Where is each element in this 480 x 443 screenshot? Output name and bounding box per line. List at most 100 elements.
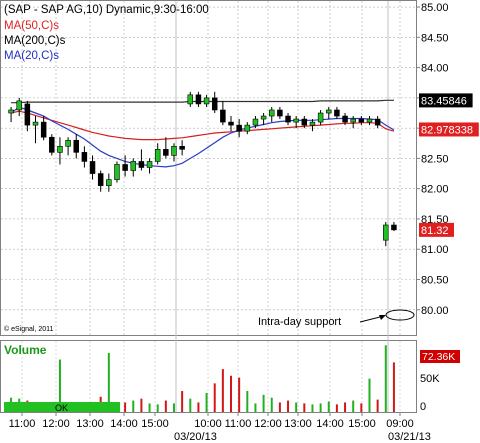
candle-body [89, 161, 96, 174]
candle-body [122, 164, 128, 171]
y-tick-label: 81.00 [421, 244, 449, 256]
date-label-1: 03/20/13 [174, 431, 217, 443]
candle-body [334, 109, 340, 117]
x-tick-label: 13:00 [284, 418, 312, 430]
candle-body [391, 224, 397, 231]
price-badge [419, 122, 479, 137]
candle-body [16, 100, 22, 111]
x-tick-label: 15:00 [348, 418, 376, 430]
candle-body [228, 121, 234, 126]
price-badge-label: 82.978338 [421, 124, 473, 136]
volume-bar [221, 369, 224, 412]
annotation-arrowhead [379, 315, 386, 320]
candle-body [24, 103, 31, 126]
candle-body [179, 146, 185, 150]
grid [1, 6, 416, 311]
volume-bar [352, 400, 355, 412]
volume-bar [270, 397, 273, 412]
candle-body [268, 109, 275, 117]
candle-body [97, 173, 104, 186]
candles [8, 91, 397, 247]
y-tick-label: 85.00 [421, 2, 449, 14]
moving-average-lines [10, 99, 395, 168]
watermark: © eSignal, 2011 [4, 325, 54, 333]
volume-bar [58, 359, 61, 412]
price-badges: 83.45846 82.978338 81.32 [419, 93, 479, 237]
candle-body [73, 139, 79, 153]
volume-bar [254, 403, 257, 412]
volume-bar [287, 400, 290, 412]
candle-body [114, 164, 120, 180]
price-badge [419, 93, 473, 108]
x-tick-label: 10:00 [194, 418, 222, 430]
ma-line-1 [10, 110, 395, 141]
x-tick-label: 14:00 [110, 418, 138, 430]
ok-bar [4, 402, 120, 412]
candle-body [8, 109, 14, 114]
candle-body [146, 161, 153, 168]
ma200-label: MA(200,C)s [4, 35, 66, 47]
candle-body [195, 94, 202, 105]
candle-body [326, 109, 332, 114]
price-badge-label: 83.45846 [421, 95, 467, 107]
candle-body [211, 97, 218, 111]
date-label-2: 03/21/13 [388, 431, 431, 443]
volume-label: Volume [4, 343, 47, 357]
volume-bar [230, 375, 233, 412]
volume-bar [189, 398, 192, 412]
candle-body [203, 97, 210, 105]
volume-bar [124, 402, 127, 412]
volume-bar [311, 404, 314, 412]
ma-line-0 [11, 99, 394, 104]
candle-body [366, 118, 373, 123]
candle-body [350, 118, 356, 123]
y-tick-label: 82.00 [421, 184, 449, 196]
price-badge-label: 81.32 [421, 225, 449, 237]
volume-bar [197, 402, 200, 412]
candle-body [342, 115, 348, 123]
y-tick-label: 84.50 [421, 32, 449, 44]
volume-bar [140, 398, 143, 412]
candle-body [277, 109, 283, 117]
candle-body [171, 146, 177, 156]
volume-tick-0: 0 [420, 401, 426, 413]
x-tick-label: 12:00 [42, 418, 70, 430]
y-tick-label: 80.00 [421, 305, 449, 317]
volume-tick-50k: 50K [420, 373, 440, 385]
candle-body [301, 118, 308, 126]
y-tick-label: 80.50 [421, 275, 449, 287]
y-tick-label: 82.50 [421, 153, 449, 165]
candle-body [309, 121, 316, 126]
volume-bar [262, 394, 265, 412]
candle-body [154, 149, 161, 162]
volume-bar [148, 403, 151, 412]
ok-label: OK [55, 403, 68, 413]
x-tick-label: 15:00 [141, 418, 169, 430]
volume-bar [164, 400, 167, 412]
x-tick-label: 09:00 [386, 418, 414, 430]
candle-body [252, 118, 259, 126]
volume-bar [132, 400, 135, 412]
ma20-label: MA(20,C)s [4, 50, 59, 62]
volume-bar [392, 362, 395, 412]
volume-bar [181, 391, 184, 412]
volume-bar [344, 402, 347, 412]
annotation-text: Intra-day support [258, 316, 341, 328]
x-tick-label: 14:00 [316, 418, 344, 430]
candle-body [285, 115, 291, 123]
vertical-grid [21, 1, 401, 412]
candle-body [130, 161, 137, 171]
volume-bar [384, 345, 387, 412]
candle-body [49, 136, 55, 153]
volume-bar [213, 383, 216, 412]
candle-body [374, 118, 381, 126]
volume-bar [303, 403, 306, 412]
x-tick-label: 13:00 [76, 418, 104, 430]
x-tick-label: 11:00 [9, 418, 36, 430]
candle-body [40, 121, 47, 138]
volume-bar [335, 404, 338, 412]
last-volume-badge [420, 350, 460, 363]
candle-body [358, 118, 365, 123]
volume-bar [107, 352, 110, 412]
